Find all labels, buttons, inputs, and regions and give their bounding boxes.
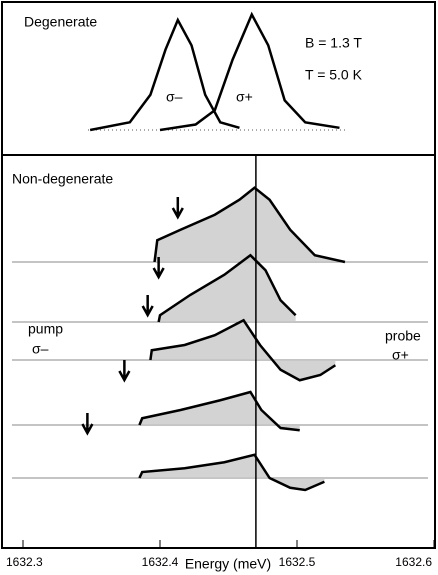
probe-label: probe [385, 328, 421, 344]
line [149, 318, 337, 382]
pump-label: σ– [32, 341, 49, 357]
line [159, 11, 340, 132]
x-axis-label: Energy (meV) [185, 556, 271, 572]
top-title: Degenerate [24, 14, 97, 30]
area [150, 320, 336, 381]
line [138, 390, 300, 432]
bottom-title: Non-degenerate [12, 171, 113, 187]
legend-label: σ+ [236, 89, 253, 105]
pump-arrow [118, 360, 131, 383]
pump-arrow [171, 197, 184, 220]
area [154, 187, 345, 262]
line [153, 186, 346, 264]
area [158, 255, 296, 322]
x-tick-label: 1632.5 [279, 555, 316, 569]
line [157, 253, 297, 323]
x-tick-label: 1632.6 [395, 555, 432, 569]
annotation: T = 5.0 K [305, 67, 363, 83]
probe-label: σ+ [392, 347, 409, 363]
area [139, 392, 300, 431]
x-tick-label: 1632.4 [142, 555, 179, 569]
frame [1, 1, 436, 549]
x-tick-label: 1632.3 [6, 555, 43, 569]
pump-label: pump [28, 321, 63, 337]
legend-label: σ– [166, 89, 183, 105]
pump-arrow [141, 295, 154, 318]
pump-arrow [81, 413, 94, 436]
pump-arrow [152, 257, 165, 280]
line [89, 17, 240, 132]
line [138, 453, 325, 492]
annotation: B = 1.3 T [305, 35, 362, 51]
